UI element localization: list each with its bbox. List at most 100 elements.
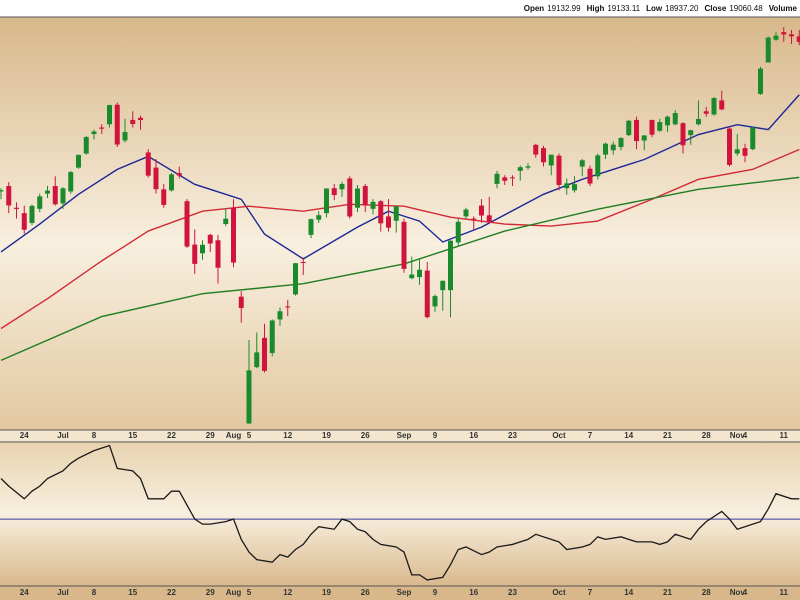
candle-body: [254, 352, 260, 368]
candle-body: [231, 207, 236, 263]
x-tick-label: Sep: [397, 431, 412, 440]
x-tick-label: 29: [206, 431, 215, 440]
candle-body: [595, 155, 601, 177]
header-label: Open: [524, 4, 545, 13]
candle-body: [463, 209, 469, 217]
candle-body: [130, 119, 136, 125]
candle-body: [541, 148, 546, 163]
header-value: 19060.48: [729, 4, 763, 13]
header-label: High: [587, 4, 605, 13]
candle-body: [448, 240, 453, 291]
candle-body: [486, 215, 492, 222]
candle-body: [45, 190, 50, 194]
x-tick-label: 4: [743, 588, 748, 597]
candle-body: [548, 154, 554, 166]
candle-body: [502, 177, 508, 181]
candle-body: [339, 183, 345, 190]
x-tick-label: 16: [469, 588, 478, 597]
candle-body: [362, 186, 368, 205]
x-tick-label: 29: [206, 588, 215, 597]
x-tick-label: 8: [92, 588, 97, 597]
candle-body: [215, 240, 221, 268]
candle-body: [719, 100, 725, 110]
candle-body: [378, 201, 384, 224]
candle-body: [688, 130, 694, 136]
candle-body: [696, 118, 701, 125]
price-panel: [0, 17, 800, 430]
x-tick-label: 14: [624, 588, 633, 597]
candle-body: [610, 144, 616, 151]
header-value: 19133.11: [607, 4, 640, 13]
candle-body: [657, 122, 663, 131]
x-tick-label: 21: [663, 431, 672, 440]
x-tick-label: Jul: [57, 588, 69, 597]
candle-body: [417, 269, 422, 278]
x-tick-label: 28: [702, 431, 711, 440]
candle-body: [603, 143, 608, 155]
x-tick-label: 22: [167, 431, 176, 440]
x-tick-label: 15: [128, 588, 137, 597]
x-tick-label: 16: [469, 431, 478, 440]
candle-body: [176, 173, 182, 176]
header-value: 19132.99: [547, 4, 581, 13]
header-label: Low: [646, 4, 663, 13]
x-tick-label: 11: [780, 588, 789, 597]
candle-body: [277, 311, 283, 320]
candle-body: [355, 188, 360, 208]
oscillator-line: [0, 444, 800, 581]
header-label: Volume: [769, 4, 798, 13]
x-tick-label: 24: [20, 588, 29, 597]
candle-body: [587, 168, 593, 184]
candle-body: [316, 215, 322, 220]
candle-body: [680, 123, 686, 146]
candle-body: [742, 148, 748, 156]
header-label: Close: [705, 4, 727, 13]
candle-body: [672, 113, 678, 125]
candle-body: [789, 34, 794, 37]
candle-body: [517, 167, 523, 171]
candle-body: [734, 149, 740, 154]
x-tick-label: 9: [433, 588, 438, 597]
header-value: 18937.20: [665, 4, 699, 13]
candle-body: [324, 188, 329, 214]
ohlc-header: Open 19132.99 High 19133.11 Low 18937.20 Close…: [524, 4, 798, 13]
candle-body: [393, 206, 399, 221]
candle-body: [579, 160, 585, 167]
candle-body: [494, 173, 500, 184]
x-tick-label: 4: [743, 431, 748, 440]
x-tick-label: 26: [361, 588, 370, 597]
candle-body: [300, 261, 306, 263]
candle-body: [424, 270, 430, 318]
x-tick-label: Oct: [552, 431, 566, 440]
candle-body: [750, 127, 756, 150]
candle-body: [711, 98, 717, 115]
candle-body: [556, 155, 562, 185]
candle-body: [285, 306, 291, 308]
candle-body: [68, 172, 74, 192]
candle-body: [99, 127, 105, 129]
x-tick-label: 22: [167, 588, 176, 597]
candle-body: [572, 184, 577, 191]
candle-body: [618, 138, 624, 148]
x-tick-label: 14: [624, 431, 633, 440]
candle-body: [564, 183, 570, 189]
candle-body: [773, 35, 779, 40]
candle-body: [138, 117, 143, 121]
x-tick-label: Sep: [397, 588, 412, 597]
candle-body: [60, 188, 66, 204]
candle-body: [83, 137, 89, 154]
x-tick-label: 8: [92, 431, 97, 440]
candle-body: [238, 296, 244, 308]
candle-body: [153, 167, 159, 190]
candle-body: [703, 111, 709, 114]
candle-body: [269, 320, 275, 354]
x-tick-label: 9: [433, 431, 438, 440]
candle-body: [401, 221, 407, 269]
candle-body: [781, 32, 787, 35]
candle-body: [331, 188, 337, 196]
header-bar: [0, 0, 800, 17]
candle-body: [293, 263, 298, 295]
candle-body: [796, 36, 800, 42]
candle-body: [634, 119, 639, 142]
